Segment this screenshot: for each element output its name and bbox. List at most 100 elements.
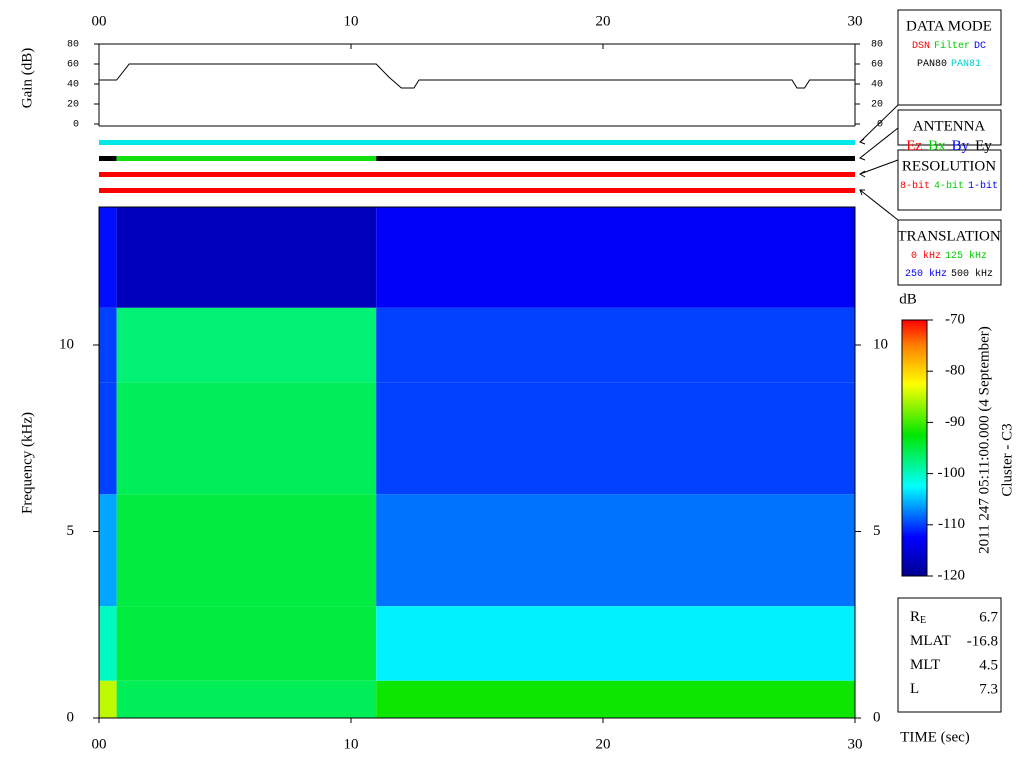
legend-item: Ey: [975, 138, 992, 154]
arrow: [858, 127, 899, 161]
y-tick-label: 20: [67, 100, 79, 111]
colorbar-tick-label: -100: [938, 465, 966, 481]
caption: Cluster - C3: [999, 423, 1015, 496]
legend-title: ANTENNA: [913, 118, 986, 134]
legend-row: 0 kHz 125 kHz: [911, 250, 987, 262]
heatmap-cell: [99, 207, 117, 308]
y-tick-label: 80: [871, 40, 883, 51]
heatmap-cell: [376, 307, 855, 383]
y-tick-label: 10: [873, 336, 888, 352]
info-label-text: MLAT: [910, 633, 951, 649]
info-label: MLT: [910, 657, 940, 673]
y-tick-label: 20: [871, 100, 883, 111]
y-tick-label: 5: [873, 523, 881, 539]
legend-item: PAN81: [951, 59, 981, 70]
legend-item: 125 kHz: [945, 250, 987, 262]
heatmap-cell: [116, 494, 377, 607]
legend-item: DC: [974, 41, 986, 52]
frequency-axis-label: Frequency (kHz): [19, 412, 35, 514]
legend-item: 1-bit: [968, 180, 998, 192]
x-tick-label: 10: [344, 736, 359, 752]
legend-item: Filter: [934, 40, 970, 52]
mode-bar: [116, 156, 377, 161]
translation-box: [897, 219, 1002, 286]
info-label-sub: E: [920, 615, 926, 626]
legend-row: 250 kHz 500 kHz: [905, 268, 993, 280]
info-label-text: L: [910, 681, 919, 697]
legend-title: TRANSLATION: [897, 228, 1000, 244]
legend-item: PAN80: [917, 59, 947, 70]
legend-title: RESOLUTION: [902, 158, 996, 174]
heatmap-cell: [116, 307, 377, 383]
heatmap-cell: [99, 606, 117, 681]
y-tick-label: 5: [67, 523, 75, 539]
mode-bar: [99, 188, 855, 193]
heatmap-cell: [376, 680, 855, 718]
info-label: MLAT: [910, 633, 951, 649]
heatmap-cell: [376, 606, 855, 681]
legend-row: DSN Filter DC: [912, 40, 986, 52]
x-tick-label: 20: [596, 13, 611, 29]
y-tick-label: 40: [67, 80, 79, 91]
legend-row: Ez Bx By Ey: [906, 138, 992, 154]
info-value: -16.8: [967, 633, 998, 649]
legend-item: DSN: [912, 41, 930, 52]
legend-row: 8-bit 4-bit 1-bit: [900, 180, 998, 192]
x-tick-label: 30: [848, 13, 863, 29]
heatmap-cell: [99, 680, 117, 718]
legend-item: 4-bit: [934, 180, 964, 192]
colorbar-tick-label: -120: [938, 567, 966, 583]
y-tick-label: 60: [871, 60, 883, 71]
legend-item: 0 kHz: [911, 250, 941, 262]
heatmap-cell: [116, 207, 377, 308]
x-tick-label: 10: [344, 13, 359, 29]
y-tick-label: 0: [873, 709, 881, 725]
legend-row: PAN80 PAN81: [917, 59, 981, 70]
heatmap-cell: [116, 382, 377, 495]
heatmap-cell: [99, 307, 117, 383]
info-value: 7.3: [979, 681, 998, 697]
arrow: [858, 104, 899, 145]
y-tick-label: 0: [67, 709, 75, 725]
y-tick-label: 40: [871, 80, 883, 91]
heatmap-cell: [99, 494, 117, 607]
info-value: 6.7: [979, 609, 998, 625]
y-tick-label: 60: [67, 60, 79, 71]
info-label: L: [910, 681, 919, 697]
mode-bar: [99, 140, 855, 145]
arrow: [859, 159, 899, 178]
antenna-box: [897, 109, 1002, 146]
info-value: 4.5: [979, 657, 998, 673]
heatmap-cell: [116, 680, 377, 718]
info-label-text: MLT: [910, 657, 940, 673]
gain-axis-label: Gain (dB): [19, 48, 35, 108]
mode-bar: [99, 172, 855, 177]
x-tick-label: 20: [596, 736, 611, 752]
colorbar-tick-label: -70: [945, 311, 965, 327]
time-axis-label: TIME (sec): [900, 729, 970, 745]
gain-line: [99, 63, 855, 89]
legend-item: 500 kHz: [951, 268, 993, 280]
colorbar: [901, 319, 928, 577]
legend-item: 8-bit: [900, 180, 930, 192]
colorbar-label: dB: [899, 291, 917, 307]
heatmap-cell: [376, 494, 855, 607]
y-tick-label: 0: [73, 120, 79, 131]
caption: 2011 247 05:11:00.000 (4 September): [976, 326, 992, 554]
resolution-box: [897, 149, 1002, 211]
y-tick-label: 10: [59, 336, 74, 352]
mode-bar: [376, 156, 855, 161]
arrow: [859, 189, 899, 221]
info-box: [897, 597, 1002, 713]
heatmap-cell: [376, 382, 855, 495]
colorbar-tick-label: -110: [938, 516, 965, 532]
heatmap-cell: [376, 207, 855, 308]
info-label: RE: [910, 609, 926, 626]
heatmap-cell: [99, 382, 117, 495]
legend-item: 250 kHz: [905, 268, 947, 280]
info-label-text: R: [910, 609, 920, 625]
colorbar-tick-label: -80: [945, 363, 965, 379]
x-tick-label: 00: [92, 13, 107, 29]
y-tick-label: 0: [877, 120, 883, 131]
